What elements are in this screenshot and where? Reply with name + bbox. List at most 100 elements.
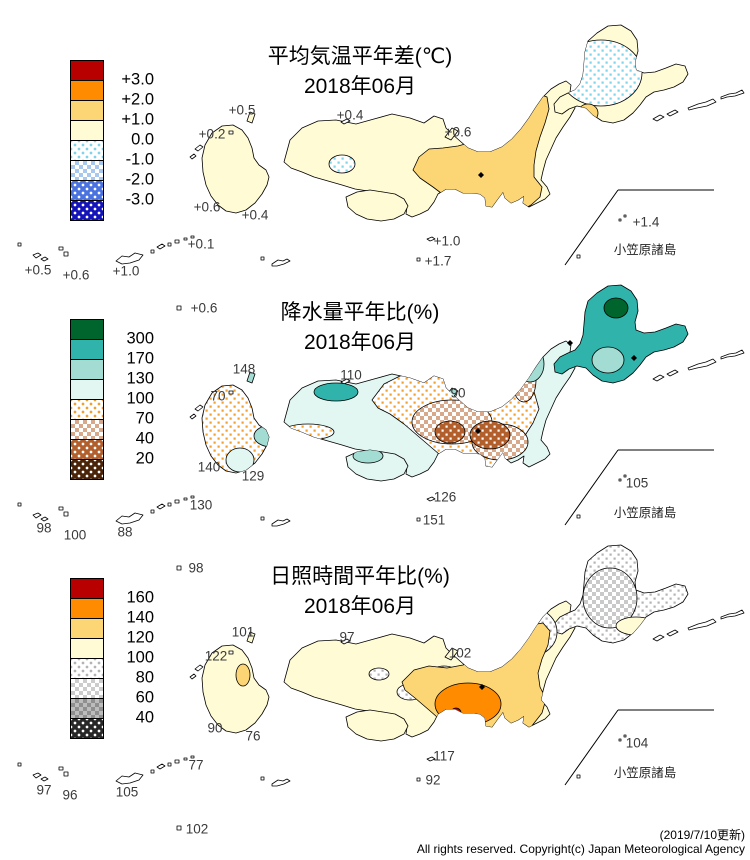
precipitation-map-title: 降水量平年比(%) 2018年06月 xyxy=(210,298,510,358)
map-value-label: 77 xyxy=(188,758,203,773)
legend-label: 60 xyxy=(135,688,154,707)
map-value-label: 97 xyxy=(339,630,354,645)
map-subtitle-text: 2018年06月 xyxy=(303,75,417,98)
temperature-map-title: 平均気温平年差(℃) 2018年06月 xyxy=(210,42,510,102)
legend-swatch xyxy=(70,140,104,161)
map-value-label: 126 xyxy=(434,490,457,505)
map-value-label: 102 xyxy=(186,822,209,837)
legend-swatch xyxy=(70,379,104,400)
map-value-label: 140 xyxy=(198,460,221,475)
station-mark xyxy=(631,355,637,361)
temperature-legend: +3.0 +2.0 +1.0 0.0 -1.0 -2.0 -3.0 xyxy=(70,60,180,221)
ogasawara-inset-name: 小笠原諸島 xyxy=(614,505,677,520)
legend-swatch xyxy=(70,698,104,719)
map-value-label: +0.6 xyxy=(63,268,90,283)
map-value-label: 102 xyxy=(449,646,472,661)
legend-label: 160 xyxy=(126,588,154,607)
map-subtitle-text: 2018年06月 xyxy=(303,331,417,354)
legend-label: 80 xyxy=(135,668,154,687)
legend-swatch xyxy=(70,578,104,599)
map-value-label: +0.6 xyxy=(445,125,472,140)
ogasawara-inset-name: 小笠原諸島 xyxy=(614,242,677,257)
map-title-text: 日照時間平年比(%) xyxy=(270,565,450,588)
station-mark xyxy=(567,340,573,346)
map-value-label: +0.4 xyxy=(242,208,269,223)
legend-swatch xyxy=(70,339,104,360)
legend-label: +1.0 xyxy=(121,110,154,129)
legend-swatch xyxy=(70,718,104,739)
map-value-label: 105 xyxy=(626,476,649,491)
map-value-label: 70 xyxy=(210,389,225,404)
legend-swatch xyxy=(70,160,104,181)
map-value-label: 90 xyxy=(207,721,222,736)
map-value-label: 90 xyxy=(450,386,465,401)
copyright-text: All rights reserved. Copyright(c) Japan … xyxy=(416,842,745,856)
map-value-label: +0.4 xyxy=(337,108,364,123)
map-value-label: 92 xyxy=(425,773,440,788)
map-value-label: +0.6 xyxy=(194,200,221,215)
legend-swatch xyxy=(70,120,104,141)
map-value-label: 104 xyxy=(626,736,649,751)
map-value-label: 101 xyxy=(232,625,255,640)
map-value-label: 96 xyxy=(62,788,77,803)
legend-swatch xyxy=(70,459,104,480)
map-value-label: 105 xyxy=(116,785,139,800)
legend-label: -2.0 xyxy=(125,170,154,189)
map-title-text: 平均気温平年差(℃) xyxy=(267,45,453,68)
map-value-label: +1.0 xyxy=(434,234,461,249)
legend-label: 100 xyxy=(126,648,154,667)
legend-swatch xyxy=(70,100,104,121)
legend-swatch xyxy=(70,200,104,221)
map-value-label: 88 xyxy=(117,525,132,540)
legend-swatch xyxy=(70,359,104,380)
legend-label: 40 xyxy=(135,708,154,727)
map-value-label: +0.5 xyxy=(229,103,256,118)
map-value-label: 98 xyxy=(188,561,203,576)
legend-swatch xyxy=(70,618,104,639)
legend-label: 20 xyxy=(135,449,154,468)
map-value-label: 98 xyxy=(36,521,51,536)
legend-label: 300 xyxy=(126,329,154,348)
legend-swatch xyxy=(70,678,104,699)
ogasawara-inset-name: 小笠原諸島 xyxy=(614,765,677,780)
footer: (2019/7/10更新) All rights reserved. Copyr… xyxy=(417,828,745,856)
legend-swatch xyxy=(70,638,104,659)
legend-label: 170 xyxy=(126,349,154,368)
legend-swatch xyxy=(70,658,104,679)
legend-label: 100 xyxy=(126,389,154,408)
map-value-label: +0.6 xyxy=(191,301,218,316)
update-note: (2019/7/10更新) xyxy=(659,828,745,842)
map-value-label: +0.1 xyxy=(188,237,215,252)
map-value-label: +1.7 xyxy=(425,254,452,269)
legend-swatch xyxy=(70,439,104,460)
legend-swatch xyxy=(70,419,104,440)
sunshine-legend: 160 140 120 100 80 60 40 xyxy=(70,578,180,739)
legend-label: +3.0 xyxy=(121,70,154,89)
map-value-label: +0.5 xyxy=(25,263,52,278)
map-value-label: 130 xyxy=(190,498,213,513)
legend-swatch xyxy=(70,319,104,340)
sunshine-map-title: 日照時間平年比(%) 2018年06月 xyxy=(210,562,510,622)
legend-label: -1.0 xyxy=(125,150,154,169)
legend-label: 140 xyxy=(126,608,154,627)
map-value-label: 151 xyxy=(423,513,446,528)
legend-label: 70 xyxy=(135,409,154,428)
map-value-labels-layer: +0.5 +0.4 +0.2 +0.6 +0.6 +0.4 +0.1 +1.0 +1.7 +0.5… xyxy=(25,103,677,837)
map-value-label: +1.4 xyxy=(633,215,660,230)
legend-swatch xyxy=(70,399,104,420)
legend-label: 40 xyxy=(135,429,154,448)
map-value-label: 110 xyxy=(340,368,362,383)
map-value-label: 117 xyxy=(433,749,455,764)
legend-label: +2.0 xyxy=(121,90,154,109)
map-value-label: +0.2 xyxy=(199,127,226,142)
legend-swatch xyxy=(70,60,104,81)
map-value-label: 97 xyxy=(36,783,51,798)
legend-swatch xyxy=(70,80,104,101)
legend-label: 130 xyxy=(126,369,154,388)
map-subtitle-text: 2018年06月 xyxy=(303,595,417,618)
legend-swatch xyxy=(70,180,104,201)
map-value-label: 129 xyxy=(242,469,265,484)
legend-label: -3.0 xyxy=(125,190,154,209)
